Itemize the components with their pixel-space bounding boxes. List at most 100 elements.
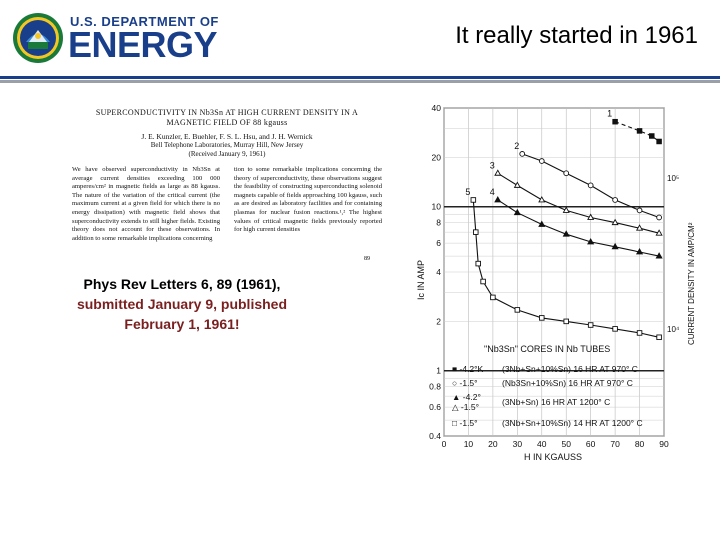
legend-temp-1: -4.2°K <box>460 364 484 374</box>
legend-marker-4: △ <box>452 402 459 412</box>
legend-row-2: ○ -1.5° (Nb3Sn+10%Sn) 16 HR AT 970° C <box>452 378 633 388</box>
y2-tick-label-0: 10⁵ <box>667 174 679 183</box>
x-tick-label-8: 80 <box>635 439 645 449</box>
logo-top-text: U.S. DEPARTMENT OF <box>70 14 219 29</box>
point-3-7 <box>655 229 663 236</box>
y-tick-label-9: 0.6 <box>429 402 441 412</box>
legend-marker-5: □ <box>452 418 457 428</box>
header-rule <box>0 76 720 79</box>
y-tick-label-1: 20 <box>432 152 442 162</box>
y-tick-label-0: 40 <box>432 103 442 113</box>
header-rule-gray <box>0 80 720 83</box>
point-2-3 <box>587 182 594 189</box>
point-5-9 <box>612 326 618 332</box>
point-1-3 <box>656 138 662 145</box>
legend-marker-3: ▲ <box>452 392 460 402</box>
point-2-2 <box>563 170 570 177</box>
y-axis-label: Ic IN AMP <box>416 260 426 300</box>
citation-line3: February 1, 1961! <box>124 316 240 332</box>
x-tick-label-7: 70 <box>610 439 620 449</box>
point-5-2 <box>475 260 481 267</box>
paper-column-right: tion to some remarkable implications con… <box>234 166 382 234</box>
point-3-0 <box>494 169 502 176</box>
series-line-1 <box>614 121 660 142</box>
critical-current-chart: 0 10 20 30 40 50 60 70 80 90 40 20 10 8 6 4 2 1 0.8 0.6 0.4 1… <box>416 103 696 462</box>
y-tick-label-5: 4 <box>436 267 441 277</box>
point-2-6 <box>656 214 662 221</box>
x-tick-label-1: 10 <box>464 439 474 449</box>
y-tick-label-4: 6 <box>436 238 441 248</box>
point-4-1 <box>513 208 521 216</box>
curve-label-4: 4 <box>490 187 495 197</box>
point-3-4 <box>587 213 595 220</box>
point-5-7 <box>563 318 569 325</box>
legend-temp-4: -1.5° <box>461 402 479 412</box>
point-5-8 <box>587 322 594 328</box>
point-4-2 <box>538 220 546 227</box>
series-line-3 <box>497 172 660 234</box>
series-line-4 <box>497 199 660 257</box>
point-5-11 <box>656 334 662 341</box>
point-3-5 <box>611 218 619 226</box>
legend-recipe-5: (3Nb+Sn+10%Sn) 14 HR AT 1200° C <box>502 418 643 428</box>
paper-title-line2: MAGNETIC FIELD OF 88 kgauss <box>166 118 288 127</box>
citation-line1: Phys Rev Letters 6, 89 (1961), <box>83 276 281 292</box>
x-tick-label-0: 0 <box>442 439 447 449</box>
point-4-6 <box>635 248 644 255</box>
paper-page-number: 89 <box>364 256 370 262</box>
x-tick-label-2: 20 <box>488 439 498 449</box>
y2-tick-label-1: 10⁴ <box>667 325 680 334</box>
point-4-7 <box>655 252 663 259</box>
y2-axis-label: CURRENT DENSITY IN AMP/CM² <box>687 222 696 345</box>
legend-recipe-1: (3Nb+Sn+10%Sn) 16 HR AT 970° C <box>502 364 638 374</box>
legend-recipe-4: (3Nb+Sn) 16 HR AT 1200° C <box>502 397 610 407</box>
point-3-1 <box>513 181 521 188</box>
logo-big-text: ENERGY <box>68 24 218 65</box>
y-tick-label-8: 0.8 <box>429 382 441 392</box>
paper-title-line1: SUPERCONDUCTIVITY IN Nb3Sn AT HIGH CURRE… <box>95 108 359 117</box>
x-axis-label: H IN KGAUSS <box>524 452 582 462</box>
point-4-4 <box>587 238 595 245</box>
curve-label-1: 1 <box>607 109 612 119</box>
series-line-5 <box>472 199 660 338</box>
paper-column-left: We have observed superconductivity in Nb… <box>72 166 220 242</box>
point-1-2 <box>649 133 655 139</box>
point-1-1 <box>636 128 643 134</box>
slide-title: It really started in 1961 <box>455 22 698 49</box>
slide-header: U.S. DEPARTMENT OF ENERGY It really star… <box>0 0 720 83</box>
curve-label-3: 3 <box>490 160 495 170</box>
paper-affiliation: Bell Telephone Laboratories, Murray Hill… <box>150 141 304 149</box>
paper-received: (Received January 9, 1961) <box>188 149 266 158</box>
legend-marker-1: ■ <box>452 364 457 374</box>
legend-row-5: □ -1.5° (3Nb+Sn+10%Sn) 14 HR AT 1200° C <box>452 418 643 428</box>
legend-temp-5: -1.5° <box>460 418 478 428</box>
legend-title: "Nb3Sn" CORES IN Nb TUBES <box>484 344 610 354</box>
paper-authors: J. E. Kunzler, E. Buehler, F. S. L. Hsu,… <box>141 132 313 141</box>
legend-temp-3: -4.2° <box>463 392 481 402</box>
point-5-4 <box>490 294 496 301</box>
point-4-3 <box>562 230 570 237</box>
y-tick-label-7: 1 <box>436 366 441 376</box>
y-tick-label-6: 2 <box>436 316 441 326</box>
paper-columns: We have observed superconductivity in Nb… <box>72 166 382 243</box>
doe-seal-icon <box>13 13 63 63</box>
legend-marker-2: ○ <box>452 378 457 388</box>
paper-excerpt: SUPERCONDUCTIVITY IN Nb3Sn AT HIGH CURRE… <box>72 108 382 268</box>
point-4-0 <box>494 196 502 203</box>
point-3-3 <box>562 206 570 213</box>
point-2-5 <box>636 207 643 214</box>
y-tick-label-2: 10 <box>432 202 442 212</box>
point-5-3 <box>480 278 486 285</box>
point-5-10 <box>636 330 643 336</box>
point-5-0 <box>470 197 477 203</box>
y-tick-label-3: 8 <box>436 218 441 228</box>
critical-current-figure: 0 10 20 30 40 50 60 70 80 90 40 20 10 8 6 4 2 1 0.8 0.6 0.4 1… <box>414 100 704 465</box>
point-1-0 <box>612 118 618 125</box>
citation: Phys Rev Letters 6, 89 (1961), submitted… <box>52 274 312 334</box>
legend-row-4: △ -1.5° (3Nb+Sn) 16 HR AT 1200° C <box>452 397 610 412</box>
citation-line2: submitted January 9, published <box>76 296 288 312</box>
x-tick-label-9: 90 <box>659 439 669 449</box>
point-4-5 <box>611 242 619 250</box>
legend-row-1: ■ -4.2°K (3Nb+Sn+10%Sn) 16 HR AT 970° C <box>452 364 638 374</box>
point-2-4 <box>612 197 618 203</box>
